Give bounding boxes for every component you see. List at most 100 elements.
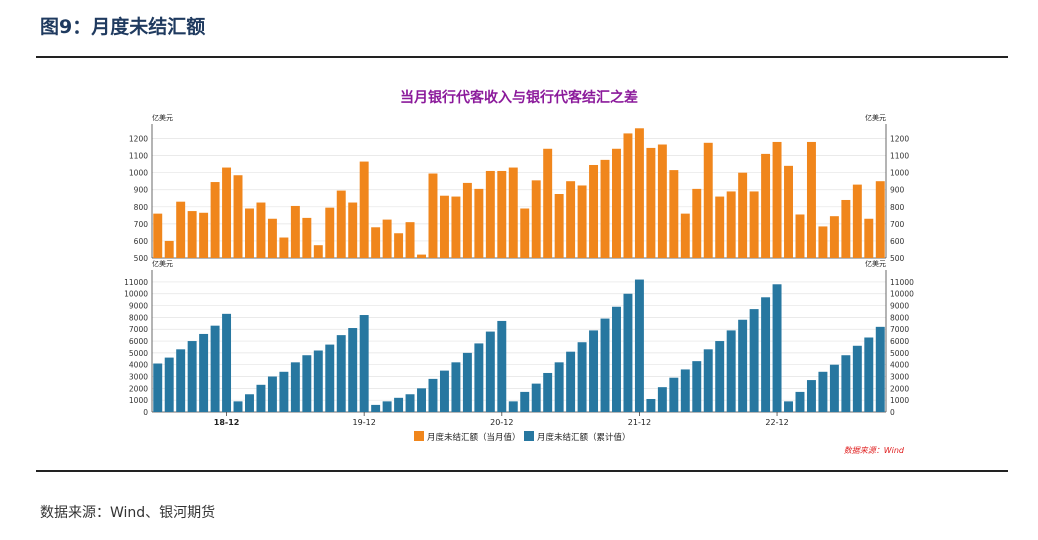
bottom-panel-ytick-right: 2000 [890,384,909,393]
top-panel-bar [245,208,254,258]
bottom-panel-bar [485,331,495,412]
top-panel-bar [153,213,163,258]
top-panel-bar [864,218,874,258]
bottom-panel-ytick-right: 9000 [890,302,909,311]
top-panel-ytick-right: 600 [890,237,905,246]
bottom-panel-bar [784,401,793,412]
top-panel-bar [795,214,805,258]
legend-swatch-cumulative [524,431,534,441]
bottom-panel-bar [394,397,404,412]
bottom-panel-ytick-right: 5000 [890,349,909,358]
bottom-panel-ytick-right: 10000 [890,290,914,299]
bottom-panel-bar [359,315,369,412]
top-panel-bar [394,233,404,258]
bottom-panel-bar [646,398,656,412]
bottom-panel-bar [703,349,713,412]
bottom-panel-ytick-right: 1000 [890,396,909,405]
bottom-panel-bar [279,371,289,412]
top-rule [36,56,1008,58]
bottom-panel-ytick-left: 3000 [129,373,148,382]
bottom-panel-bar [669,377,679,412]
top-panel-bar [531,180,541,258]
top-panel-bar [222,167,232,258]
top-panel-bar [497,170,507,258]
top-panel-bar [290,205,300,258]
bottom-panel-bar [451,362,461,412]
bottom-panel-ytick-right: 7000 [890,325,909,334]
bottom-panel-bar [692,361,702,412]
top-panel-ytick-right: 500 [890,254,905,263]
bottom-panel-bar [508,401,518,412]
bottom-panel-bar [864,337,874,412]
bottom-panel-bar [428,378,438,412]
top-panel-bar [199,212,209,258]
bottom-panel-bar [772,284,782,412]
top-panel-bar [428,173,438,258]
bottom-panel-bar [657,387,667,412]
chart-title: 当月银行代客收入与银行代客结汇之差 [400,89,638,106]
top-panel-bar [348,202,358,258]
bottom-panel-bar [749,309,759,412]
legend-label-monthly: 月度未结汇额（当月值） [427,432,521,443]
bottom-panel-bar [164,357,174,412]
bottom-panel-bar [417,388,426,412]
bottom-panel-bar [806,380,816,412]
top-panel-bar [543,148,553,258]
bottom-panel-bar [439,370,449,412]
top-panel-bar [256,202,266,258]
top-panel-bar [829,216,839,258]
top-panel-bar [577,185,587,258]
bottom-panel-bar [715,341,725,412]
top-panel-bar [818,226,828,258]
bottom-panel-bar [589,330,599,412]
bottom-panel-ytick-left: 4000 [129,361,148,370]
bottom-panel-ytick-left: 10000 [124,290,148,299]
bottom-panel-ytick-left: 8000 [129,313,148,322]
top-panel-bar [600,159,610,258]
top-panel-ytick-left: 1100 [129,152,148,161]
top-panel-bar [646,147,656,258]
bottom-panel-bar [199,333,209,412]
bottom-panel-bar [233,401,243,412]
bottom-panel-bar [474,343,484,412]
bottom-panel-unit-left: 亿美元 [152,259,173,268]
legend-label-cumulative: 月度未结汇额（累计值） [537,432,631,443]
bottom-panel-bar [210,325,220,412]
top-panel-bar [623,133,633,258]
top-panel-bar [612,148,621,258]
top-panel-ytick-right: 800 [890,203,905,212]
top-panel-ytick-left: 600 [134,237,149,246]
top-panel-bar [336,190,346,258]
bottom-panel-ytick-left: 2000 [129,384,148,393]
top-panel-bar [474,188,484,258]
top-panel-bar [554,194,564,258]
bottom-panel-ytick-left: 0 [143,408,148,417]
bottom-panel-bar [497,320,507,412]
bottom-panel-bar [543,372,553,412]
bottom-panel-bar [554,362,564,412]
bottom-panel-bar [852,345,862,412]
bottom-panel-bar [245,394,254,412]
x-tick-label: 22-12 [765,418,788,427]
top-panel-bar [176,201,186,258]
bottom-panel-bar [875,326,885,412]
source-note: 数据来源：Wind、银河期货 [40,505,216,521]
bottom-panel-ytick-left: 9000 [129,302,148,311]
top-panel-bar [875,181,885,258]
top-panel-bar [485,170,495,258]
bottom-panel-unit-right: 亿美元 [865,259,886,268]
bottom-panel-bar [405,394,415,412]
top-panel-bar [210,182,220,258]
x-tick-label: 19-12 [353,418,376,427]
chart-source-label: 数据来源：Wind [844,446,905,455]
top-panel-bar [302,217,312,258]
top-panel-bar [749,191,759,258]
top-panel-bar [187,211,197,258]
top-panel-bar [462,182,472,258]
bottom-panel-bar [176,349,186,412]
top-panel-bar [508,167,518,258]
top-panel-bar [417,254,426,258]
bottom-panel-bar [348,328,358,412]
top-panel-bar [761,153,771,258]
